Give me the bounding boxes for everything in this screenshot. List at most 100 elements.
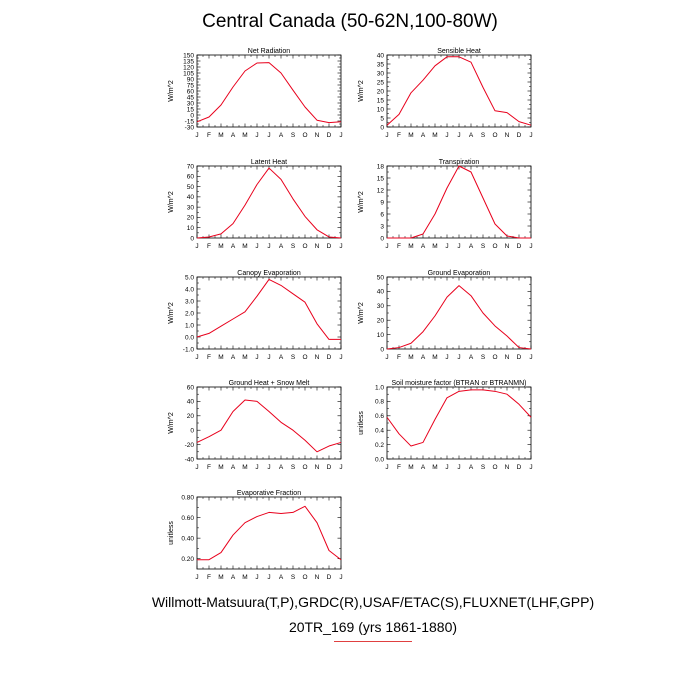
- y-tick-label: 3: [380, 223, 384, 230]
- x-tick-label: M: [432, 464, 437, 471]
- x-tick-label: J: [529, 243, 532, 250]
- x-tick-label: A: [279, 354, 284, 361]
- data-point: [410, 92, 411, 93]
- data-point: [292, 512, 293, 513]
- data-point: [506, 112, 507, 113]
- y-tick-label: 0.60: [181, 515, 194, 522]
- y-axis-label: W/m^2: [358, 191, 365, 213]
- data-point: [280, 285, 281, 286]
- data-point: [268, 411, 269, 412]
- chart-title: Ground Evaporation: [428, 270, 491, 277]
- data-point: [482, 197, 483, 198]
- x-tick-label: J: [457, 132, 460, 139]
- x-tick-label: O: [492, 464, 497, 471]
- chart-title: Soil moisture factor (BTRAN or BTRANMN): [392, 380, 527, 387]
- y-tick-label: 150: [183, 52, 194, 59]
- data-point: [280, 179, 281, 180]
- y-tick-label: 15: [187, 106, 195, 113]
- x-tick-label: A: [469, 354, 474, 361]
- x-tick-label: J: [529, 354, 532, 361]
- x-tick-label: M: [408, 132, 413, 139]
- data-point: [386, 417, 387, 418]
- y-tick-label: 0.40: [181, 535, 194, 542]
- plot-frame: [386, 54, 532, 128]
- x-tick-label: A: [421, 464, 426, 471]
- y-tick-label: 30: [187, 100, 195, 107]
- chart-title: Transpiration: [439, 159, 480, 166]
- x-tick-label: J: [529, 132, 532, 139]
- data-point: [244, 311, 245, 312]
- data-point: [196, 336, 197, 337]
- data-point: [328, 339, 329, 340]
- y-tick-label: 0.20: [181, 556, 194, 563]
- y-tick-label: 90: [187, 76, 195, 83]
- data-point: [518, 347, 519, 348]
- data-point: [316, 120, 317, 121]
- y-tick-label: 15: [377, 97, 385, 104]
- x-tick-label: J: [445, 132, 448, 139]
- data-point: [256, 184, 257, 185]
- data-point: [398, 237, 399, 238]
- data-line: [386, 389, 532, 447]
- data-point: [340, 237, 341, 238]
- data-point: [470, 171, 471, 172]
- data-point: [410, 237, 411, 238]
- x-tick-label: J: [267, 464, 270, 471]
- data-point: [386, 125, 387, 126]
- x-tick-label: F: [397, 132, 401, 139]
- data-point: [280, 72, 281, 73]
- data-point: [304, 440, 305, 441]
- y-axis-label: W/m^2: [168, 412, 175, 434]
- data-point: [208, 236, 209, 237]
- data-point: [196, 442, 197, 443]
- y-tick-label: 6: [380, 211, 384, 218]
- x-tick-label: S: [481, 354, 486, 361]
- data-point: [506, 335, 507, 336]
- plot-frame: [386, 386, 532, 460]
- x-tick-label: J: [445, 243, 448, 250]
- y-tick-label: 0.80: [181, 494, 194, 501]
- x-tick-label: D: [517, 243, 522, 250]
- data-point: [304, 302, 305, 303]
- data-point: [386, 348, 387, 349]
- data-point: [458, 165, 459, 166]
- data-point: [232, 223, 233, 224]
- y-tick-label: -1.0: [183, 346, 195, 353]
- x-tick-label: N: [505, 354, 510, 361]
- data-point: [458, 56, 459, 57]
- x-tick-label: A: [469, 132, 474, 139]
- x-tick-label: J: [385, 243, 388, 250]
- x-tick-label: M: [408, 354, 413, 361]
- data-point: [506, 394, 507, 395]
- x-tick-label: A: [279, 243, 284, 250]
- y-tick-label: 18: [377, 163, 385, 170]
- data-point: [458, 391, 459, 392]
- x-tick-label: J: [267, 132, 270, 139]
- x-tick-label: O: [302, 464, 307, 471]
- data-point: [518, 121, 519, 122]
- y-tick-label: 70: [187, 163, 195, 170]
- data-point: [494, 223, 495, 224]
- data-point: [386, 237, 387, 238]
- y-tick-label: 20: [377, 318, 385, 325]
- data-point: [316, 451, 317, 452]
- y-tick-label: 20: [187, 215, 195, 222]
- data-point: [410, 343, 411, 344]
- data-point: [304, 216, 305, 217]
- x-tick-label: A: [279, 574, 284, 581]
- x-tick-label: N: [315, 464, 320, 471]
- x-tick-label: O: [302, 243, 307, 250]
- x-tick-label: M: [218, 132, 223, 139]
- x-tick-label: J: [385, 464, 388, 471]
- data-point: [470, 62, 471, 63]
- x-tick-label: M: [218, 464, 223, 471]
- data-point: [208, 333, 209, 334]
- x-tick-label: J: [195, 243, 198, 250]
- data-point: [280, 422, 281, 423]
- data-point: [434, 315, 435, 316]
- data-point: [208, 436, 209, 437]
- x-tick-label: F: [397, 464, 401, 471]
